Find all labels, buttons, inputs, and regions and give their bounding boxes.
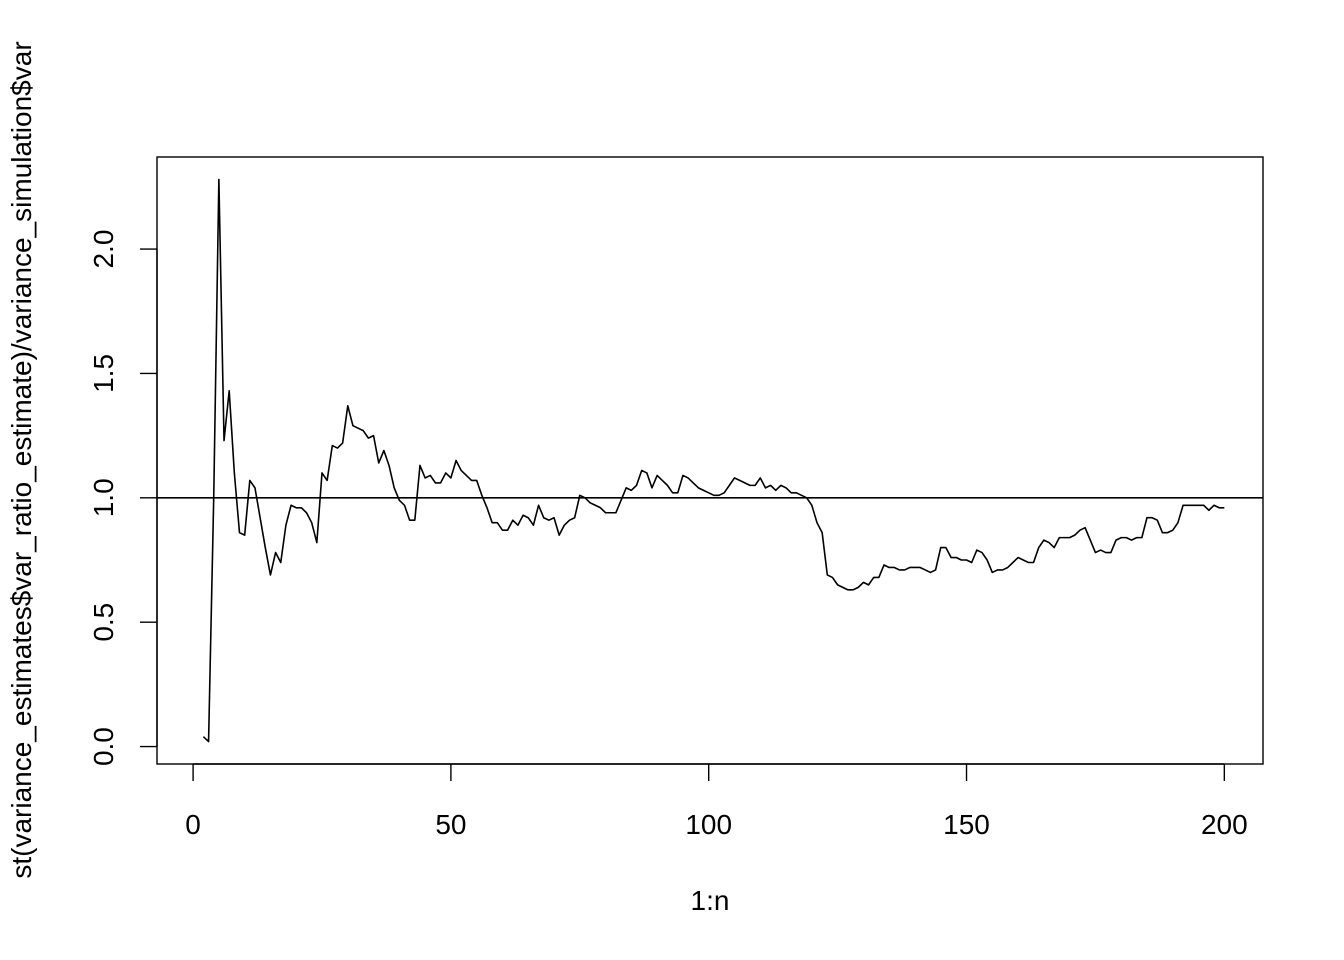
x-tick-label: 100 xyxy=(685,809,732,840)
y-axis-label: st(variance_estimates$var_ratio_estimate… xyxy=(6,41,37,878)
y-tick-label: 1.5 xyxy=(88,354,119,393)
plot-frame xyxy=(156,156,1264,765)
y-tick-label: 0.5 xyxy=(88,603,119,642)
x-tick-label: 50 xyxy=(435,809,466,840)
x-tick-label: 200 xyxy=(1201,809,1248,840)
x-axis-label: 1:n xyxy=(691,885,730,916)
y-tick-label: 1.0 xyxy=(88,478,119,517)
y-tick-label: 2.0 xyxy=(88,230,119,269)
series-line xyxy=(202,178,1225,743)
y-tick-label: 0.0 xyxy=(88,727,119,766)
x-tick-label: 0 xyxy=(185,809,201,840)
x-tick-label: 150 xyxy=(943,809,990,840)
